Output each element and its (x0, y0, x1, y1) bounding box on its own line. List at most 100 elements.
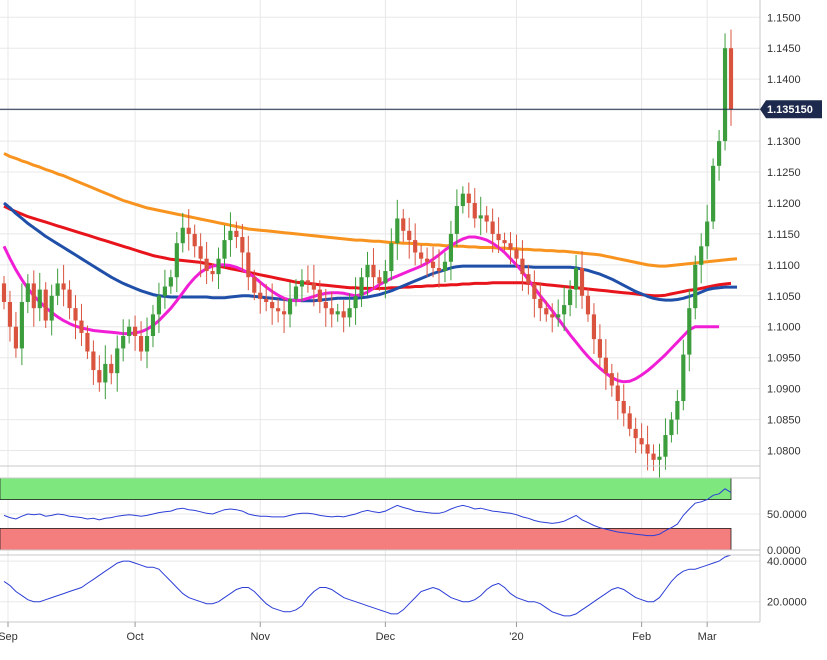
candle-body (168, 277, 173, 287)
candle-body (627, 413, 632, 429)
candle-body (490, 221, 495, 234)
candle-body (299, 280, 305, 287)
candle-body (25, 283, 30, 302)
candle-body (180, 227, 185, 244)
candle-body (156, 295, 162, 315)
candle-body (252, 277, 257, 293)
candle-body (162, 286, 167, 296)
candle-body (276, 308, 281, 312)
candle-body (67, 289, 72, 309)
candle-body (353, 295, 358, 309)
candle-body (573, 267, 579, 290)
candle-body (550, 314, 555, 318)
candle-body (502, 240, 507, 244)
candle-body (436, 267, 442, 272)
price-tick-label: 1.1400 (767, 74, 801, 86)
candle-body (466, 193, 471, 203)
price-tick-label: 1.1450 (767, 43, 801, 55)
candle-body (234, 230, 239, 237)
candle-body (508, 243, 513, 250)
candle-body (711, 165, 716, 222)
candle-body (395, 218, 400, 244)
candle-body (603, 357, 608, 374)
rsi-zone (0, 528, 732, 551)
candle-body (454, 206, 459, 234)
time-axis: Sep Oct Nov Dec '20 Feb Mar (0, 622, 717, 643)
candle-body (138, 336, 144, 352)
candle-body (526, 274, 531, 284)
candle-body (79, 320, 84, 333)
candle-body (186, 227, 191, 234)
current-price-tag: 1.135150 (760, 100, 822, 119)
candle-body (609, 373, 614, 386)
candle-body (329, 308, 334, 315)
candle-body (371, 264, 376, 278)
candle-body (538, 298, 543, 309)
candle-body (472, 202, 477, 219)
candle-body (365, 264, 370, 278)
candle-body (240, 237, 245, 253)
candle-body (7, 301, 13, 327)
candle-body (430, 261, 436, 268)
candle-body (699, 246, 704, 265)
moving-average-line (3, 201, 737, 303)
candle-body (419, 252, 424, 259)
candle-body (264, 298, 269, 302)
candle-body (478, 215, 483, 219)
candle-body (675, 401, 680, 420)
candlesticks (1, 29, 734, 479)
price-tick-label: 1.1300 (767, 136, 801, 148)
candle-body (413, 240, 418, 253)
candle-body (585, 295, 591, 315)
rsi-zones (0, 477, 732, 551)
candle-body (85, 332, 90, 352)
candle-body (377, 277, 382, 284)
candle-body (216, 258, 221, 275)
candle-body (103, 363, 108, 383)
candle-body (645, 444, 650, 454)
candle-body (448, 233, 454, 262)
candle-body (133, 326, 138, 337)
moving-average-line (3, 152, 738, 268)
candle-body (305, 280, 310, 284)
candle-body (150, 314, 156, 337)
price-tick-label: 1.1150 (767, 229, 800, 241)
price-axis: 1.15001.14501.14001.13501.13001.12501.12… (767, 12, 801, 457)
month-label: Dec (376, 631, 396, 643)
candle-body (532, 283, 537, 299)
candle-body (496, 233, 501, 241)
price-tick-label: 1.1100 (767, 260, 800, 272)
candle-body (568, 289, 573, 306)
candle-body (359, 277, 364, 296)
candle-body (43, 289, 48, 321)
candle-body (1, 283, 7, 302)
price-tick-label: 1.0800 (767, 446, 801, 458)
candle-body (49, 295, 54, 321)
oscillator-tick-label: 40.0000 (767, 556, 807, 568)
candle-body (425, 258, 430, 262)
current-price-label: 1.135150 (767, 104, 813, 116)
candle-body (144, 336, 150, 352)
candle-body (484, 215, 489, 222)
price-tick-label: 1.1000 (767, 322, 801, 334)
candle-body (293, 286, 299, 299)
candle-body (687, 308, 692, 355)
candle-body (407, 230, 412, 241)
price-tick-label: 1.1050 (767, 291, 801, 303)
candle-body (61, 283, 66, 290)
candle-body (544, 308, 549, 315)
candle-body (127, 326, 132, 337)
candle-body (401, 218, 406, 231)
month-label: Feb (632, 631, 651, 643)
price-tick-label: 1.1250 (767, 167, 801, 179)
candle-body (91, 351, 96, 371)
candle-body (270, 301, 275, 309)
candle-body (681, 354, 686, 402)
candle-body (579, 267, 585, 296)
candle-body (728, 48, 734, 110)
candle-body (228, 230, 233, 241)
candle-body (591, 314, 597, 340)
candle-body (317, 289, 322, 302)
price-tick-label: 1.0850 (767, 415, 801, 427)
candle-body (657, 456, 662, 460)
